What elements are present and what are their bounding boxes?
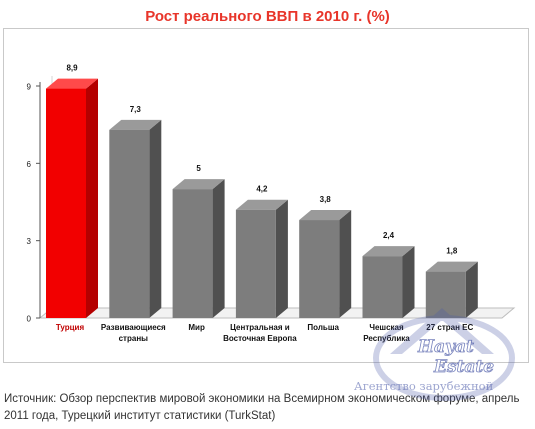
data-label: 5 [196, 164, 201, 173]
x-tick-label: Чешская Республика [363, 323, 410, 343]
bar [46, 78, 98, 318]
bar-front [425, 271, 466, 318]
x-tick-label-line: 27 стран ЕС [426, 323, 473, 332]
x-tick-label-line: Центральная и [230, 323, 290, 332]
x-tick-label-line: Польша [307, 323, 339, 332]
bar-front [235, 209, 276, 318]
bar-top [109, 119, 162, 130]
bar-side [339, 210, 352, 318]
x-tick-label: Польша [307, 323, 339, 332]
data-label: 8,9 [66, 64, 78, 73]
data-label: 7,3 [130, 105, 142, 114]
bar-top [299, 210, 352, 221]
y-tick-label: 0 [27, 315, 32, 324]
bar-side [86, 78, 98, 318]
y-tick-label: 3 [27, 237, 32, 246]
bar [425, 261, 478, 318]
bar-side [149, 119, 162, 318]
bar-side [402, 246, 415, 318]
bar-chart: 0 3 6 9 8,9 Турция 7,3 Развивающиеся страны 5 Мир 4… [27, 64, 516, 343]
y-tick-label: 6 [27, 160, 32, 169]
watermark-brand-line2: Estate [433, 357, 494, 377]
x-tick-label: 27 стран ЕС [426, 323, 473, 332]
bar-side [465, 261, 478, 318]
bars [46, 78, 478, 318]
bar-side [212, 179, 225, 318]
watermark-tagline: Агентство зарубежной [354, 379, 494, 393]
bar-front [46, 88, 86, 318]
watermark-house-icon [373, 308, 515, 401]
x-tick-label-line: Мир [188, 323, 205, 332]
x-tick-label: Развивающиеся страны [101, 323, 166, 343]
bar [172, 179, 225, 318]
bar-side [275, 199, 288, 318]
data-label: 1,8 [446, 247, 458, 256]
data-label: 2,4 [383, 231, 395, 240]
data-label: 3,8 [320, 195, 332, 204]
x-tick-label: Турция [56, 323, 85, 332]
x-tick-label-line: Чешская [369, 323, 404, 332]
x-tick-label-line: Турция [56, 323, 85, 332]
data-label: 4,2 [256, 185, 268, 194]
bar-top [235, 199, 288, 210]
bar [109, 119, 162, 318]
bar-front [172, 189, 213, 318]
bar-top [46, 78, 98, 89]
chart-frame: 0 3 6 9 8,9 Турция 7,3 Развивающиеся страны 5 Мир 4… [3, 28, 529, 363]
x-tick-label: Мир [188, 323, 205, 332]
bar-front [299, 220, 340, 318]
bar-top [172, 179, 225, 190]
chart-title: Рост реального ВВП в 2010 г. (%) [145, 8, 390, 25]
x-tick-label-line: страны [119, 334, 149, 343]
y-tick-label: 9 [27, 83, 32, 92]
bar-top [362, 246, 415, 257]
x-tick-label-line: Развивающиеся [101, 323, 166, 332]
labels: 0 3 6 9 8,9 Турция 7,3 Развивающиеся страны 5 Мир 4… [27, 64, 474, 343]
bar-front [362, 256, 403, 318]
source-note: Источник: Обзор перспектив мировой эконо… [4, 393, 520, 422]
x-tick-label: Центральная и Восточная Европа [223, 323, 297, 343]
bar [299, 210, 352, 318]
bar-top [425, 261, 478, 272]
bar-front [109, 129, 150, 318]
x-tick-label-line: Республика [363, 334, 410, 343]
watermark-logo: Hayat Estate Агентство зарубежной [354, 308, 515, 401]
bar [362, 246, 415, 318]
bar [235, 199, 288, 318]
watermark-brand-line1: Hayat [417, 337, 474, 357]
x-tick-label-line: Восточная Европа [223, 334, 297, 343]
